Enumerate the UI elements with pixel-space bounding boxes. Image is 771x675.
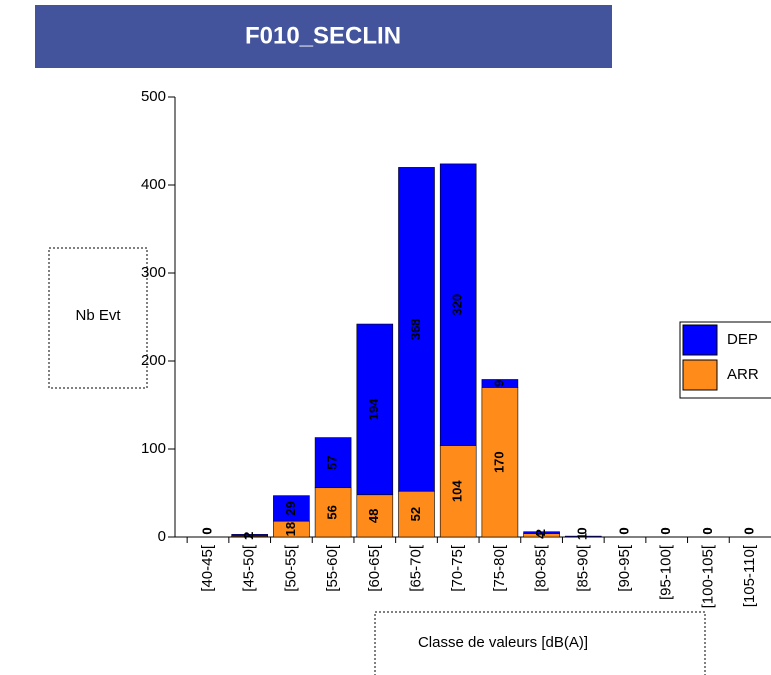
data-label: 368	[408, 318, 423, 340]
x-tick-label: [105-110[	[741, 544, 758, 607]
x-label-box	[374, 611, 706, 675]
x-tick-label: [85-90[	[574, 544, 591, 592]
data-label: 0	[616, 527, 631, 534]
data-label: 0	[700, 527, 715, 534]
y-axis-label: Nb Evt	[75, 307, 121, 324]
data-label: 0	[616, 527, 631, 534]
bar-segment	[231, 534, 268, 537]
bar-segment	[273, 495, 310, 522]
bar-segment	[398, 167, 435, 492]
x-tick-label: [75-80[	[491, 544, 508, 592]
bar-segment	[356, 323, 394, 496]
bar-segment	[314, 437, 352, 489]
bar-segment	[356, 494, 394, 538]
data-label: 18	[283, 522, 298, 536]
data-label: 48	[366, 509, 381, 523]
bar-segment	[523, 531, 560, 534]
data-label: 194	[366, 398, 381, 420]
x-tick-label: [60-65[	[366, 544, 383, 592]
legend-swatch	[682, 324, 718, 356]
x-tick-label: [70-75[	[449, 544, 466, 592]
bar-segment	[314, 487, 352, 538]
x-tick-label: [45-50[	[241, 544, 258, 592]
legend-label: ARR	[727, 366, 759, 383]
y-label-box	[48, 247, 148, 389]
data-label: 0	[658, 527, 673, 534]
bar-segment	[481, 379, 519, 388]
y-tick-label: 0	[158, 528, 166, 545]
bar-segment	[439, 445, 477, 538]
y-tick-label: 400	[141, 176, 166, 193]
title-bar	[35, 5, 612, 68]
data-label: 0	[199, 527, 214, 534]
x-tick-label: [55-60[	[324, 544, 341, 592]
data-label: 104	[450, 480, 465, 502]
x-tick-label: [40-45[	[199, 544, 216, 592]
y-tick-label: 500	[141, 88, 166, 105]
data-label: 0	[575, 527, 590, 534]
x-tick-label: [50-55[	[282, 544, 299, 592]
data-label: 56	[325, 505, 340, 519]
data-label: 320	[450, 294, 465, 316]
x-tick-label: [90-95[	[616, 544, 633, 592]
data-label: 9	[491, 380, 506, 387]
data-label: 29	[283, 501, 298, 515]
bar-segment	[564, 535, 602, 538]
bar-segment	[481, 387, 519, 538]
legend-swatch	[682, 359, 718, 391]
data-label: 0	[742, 527, 757, 534]
x-tick-label: [95-100[	[658, 544, 675, 600]
chart-title: F010_SECLIN	[245, 22, 401, 49]
data-label: 1	[575, 533, 590, 540]
bar-segment	[439, 163, 477, 446]
y-tick-label: 200	[141, 352, 166, 369]
x-tick-label: [100-105[	[699, 544, 716, 608]
y-tick-label: 300	[141, 264, 166, 281]
x-tick-label: [80-85[	[533, 544, 550, 592]
x-tick-label: [65-70[	[407, 544, 424, 592]
data-label: 4	[533, 531, 548, 539]
data-label: 2	[533, 529, 548, 536]
data-label: 0	[658, 527, 673, 534]
data-label: 1	[241, 533, 256, 540]
data-label: 2	[241, 532, 256, 539]
data-label: 0	[742, 527, 757, 534]
bar-segment	[398, 490, 435, 538]
y-tick-label: 100	[141, 440, 166, 457]
data-label: 170	[491, 451, 506, 473]
legend-label: DEP	[727, 331, 758, 348]
data-label: 52	[408, 507, 423, 521]
data-label: 0	[199, 527, 214, 534]
data-label: 57	[325, 455, 340, 469]
data-label: 0	[700, 527, 715, 534]
x-axis-label: Classe de valeurs [dB(A)]	[418, 634, 588, 651]
